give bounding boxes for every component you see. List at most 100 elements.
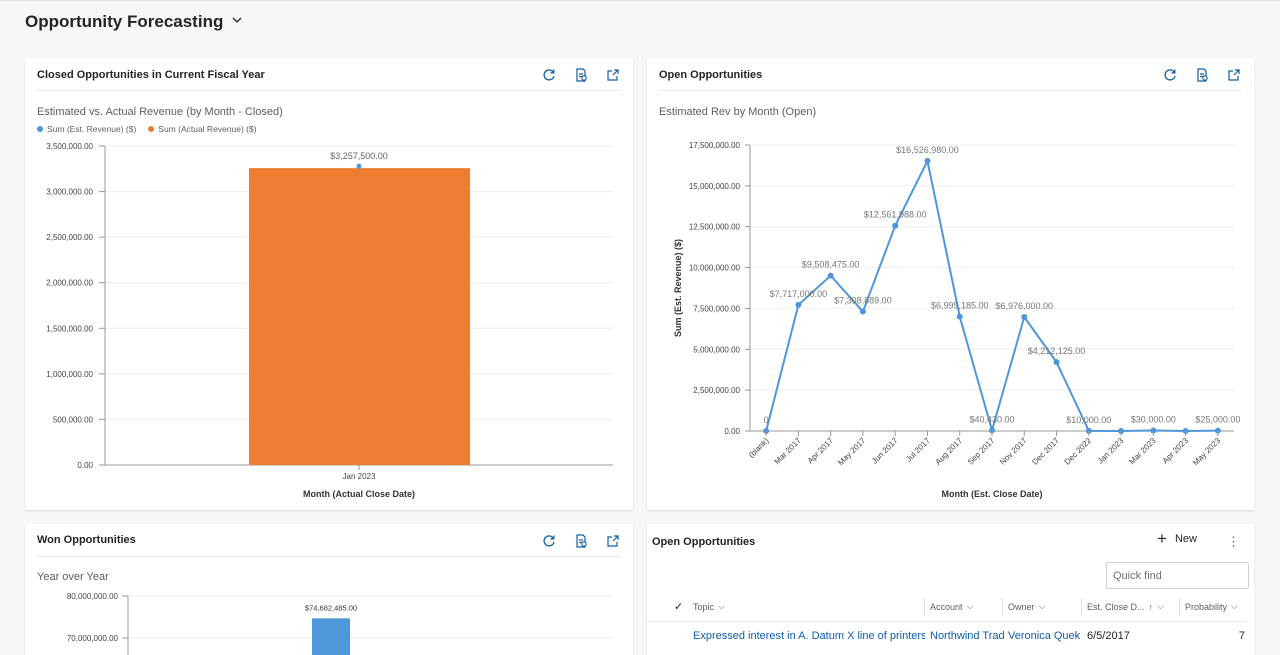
- card-header: Won Opportunities: [37, 524, 621, 557]
- data-point: [924, 157, 931, 164]
- y-tick-label: 0.00: [724, 427, 740, 436]
- data-label: $7,717,000.00: [770, 289, 828, 299]
- legend-item-actual-revenue[interactable]: Sum (Actual Revenue) ($): [148, 124, 257, 134]
- sort-ascending-icon: ↑: [1148, 601, 1154, 612]
- data-point: [827, 272, 834, 279]
- more-options-icon[interactable]: ⋮: [1227, 534, 1240, 549]
- data-label: $7,308,889.00: [834, 296, 892, 306]
- data-point: [892, 222, 899, 229]
- chevron-down-icon: ⌵: [1157, 601, 1164, 611]
- column-label: Owner: [1008, 601, 1035, 612]
- x-tick-label: Aug 2017: [934, 436, 965, 467]
- quick-find-input[interactable]: [1106, 562, 1249, 589]
- x-tick-label: May 2017: [836, 436, 868, 468]
- point-est-revenue: [356, 163, 362, 169]
- chevron-down-icon: ⌵: [966, 601, 974, 611]
- data-label: $16,526,980.00: [896, 145, 959, 155]
- view-records-icon[interactable]: [573, 67, 589, 83]
- won-yoy-chart: 80,000,000.00 70,000,000.00 $74,682,485.00: [67, 592, 613, 655]
- data-point: [989, 427, 995, 434]
- legend-label: Sum (Actual Revenue) ($): [158, 124, 257, 134]
- legend-dot: [148, 126, 155, 132]
- open-revenue-chart: 0.00 2,500,000.00 5,000,000.00 7,500,000.00…: [673, 141, 1240, 499]
- y-tick-label: 12,500,000.00: [689, 223, 741, 232]
- y-axis-title: Sum (Est. Revenue) ($): [673, 239, 683, 337]
- expand-icon[interactable]: [1226, 67, 1242, 83]
- column-divider[interactable]: [1081, 598, 1082, 616]
- y-tick-label: 2,500,000.00: [46, 233, 93, 242]
- column-divider[interactable]: [924, 598, 925, 616]
- account-link[interactable]: Northwind Traders: [930, 630, 1004, 642]
- card-title: Won Opportunities: [37, 534, 136, 546]
- column-header-close-date[interactable]: Est. Close D... ↑ ⌵: [1087, 601, 1164, 612]
- grid-title: Open Opportunities: [652, 536, 756, 548]
- refresh-icon[interactable]: [1162, 67, 1178, 83]
- chart-subtitle: Estimated vs. Actual Revenue (by Month -…: [37, 106, 283, 118]
- y-tick-label: 5,000,000.00: [693, 345, 740, 354]
- expand-icon[interactable]: [605, 67, 621, 83]
- refresh-icon[interactable]: [541, 533, 557, 549]
- new-record-button[interactable]: + New: [1157, 530, 1197, 547]
- data-label: $3,257,500.00: [330, 151, 388, 161]
- chart-subtitle: Estimated Rev by Month (Open): [659, 106, 817, 118]
- data-label: 0: [764, 415, 769, 425]
- data-label: $10,000.00: [1066, 415, 1111, 425]
- y-tick-label: 15,000,000.00: [689, 182, 741, 191]
- chevron-down-icon: ⌵: [1038, 601, 1046, 611]
- card-title: Closed Opportunities in Current Fiscal Y…: [37, 69, 265, 81]
- data-label: $9,508,475.00: [802, 260, 860, 270]
- column-header-account[interactable]: Account ⌵: [930, 601, 973, 612]
- y-tick-label: 7,500,000.00: [693, 304, 740, 313]
- grid-column-headers: ✓ Topic ⌵ Account ⌵ Owner ⌵ Est. Close D...…: [647, 598, 1247, 618]
- y-tick-label: 3,000,000.00: [46, 188, 93, 197]
- column-divider[interactable]: [1179, 598, 1180, 616]
- x-tick-label: Mar 2023: [1127, 436, 1158, 467]
- legend-item-est-revenue[interactable]: Sum (Est. Revenue) ($): [37, 124, 136, 134]
- x-tick-label: Dec 2017: [1030, 436, 1061, 467]
- y-tick-label: 1,500,000.00: [46, 324, 93, 333]
- owner-link[interactable]: Veronica Quek: [1008, 630, 1081, 642]
- refresh-icon[interactable]: [541, 67, 557, 83]
- data-label: $74,682,485.00: [305, 603, 357, 612]
- data-point: [1021, 313, 1028, 320]
- expand-icon[interactable]: [605, 533, 621, 549]
- y-tick-label: 1,000,000.00: [46, 370, 93, 379]
- y-tick-label: 10,000,000.00: [689, 264, 741, 273]
- dashboard-selector[interactable]: Opportunity Forecasting: [25, 12, 243, 32]
- data-point: [1053, 359, 1060, 366]
- open-opportunities-grid-card: Open Opportunities + New ⋮ ✓ Topic⌵ Acco…: [647, 524, 1254, 655]
- column-header-topic[interactable]: Topic ⌵: [693, 601, 725, 612]
- x-tick-label: Jun 2017: [870, 436, 900, 466]
- x-tick-label: Mar 2017: [773, 436, 804, 467]
- column-header-probability[interactable]: Probability ⌵: [1185, 601, 1238, 612]
- view-records-icon[interactable]: [1194, 67, 1210, 83]
- x-axis-title: Month (Est. Close Date): [941, 489, 1042, 499]
- chart-subtitle: Year over Year: [37, 571, 109, 583]
- column-label: Topic: [693, 601, 715, 612]
- topic-link[interactable]: Expressed interest in A. Datum X line of…: [693, 630, 925, 642]
- data-point: [1150, 427, 1157, 434]
- view-records-icon[interactable]: [573, 533, 589, 549]
- legend-label: Sum (Est. Revenue) ($): [47, 124, 137, 134]
- column-label: Account: [930, 601, 963, 612]
- data-label: $30,000.00: [1131, 415, 1176, 425]
- closed-opportunities-card: Closed Opportunities in Current Fiscal Y…: [25, 58, 633, 510]
- y-tick-label: 0.00: [77, 461, 93, 470]
- column-header-owner[interactable]: Owner ⌵: [1008, 601, 1045, 612]
- select-all-checkmark-icon[interactable]: ✓: [674, 601, 684, 613]
- bar-won-revenue: [312, 618, 350, 655]
- x-tick-label: Sep 2017: [966, 436, 997, 467]
- x-tick-label: Dec 2022: [1063, 436, 1094, 467]
- card-header: Closed Opportunities in Current Fiscal Y…: [37, 58, 621, 91]
- chart-legend: Sum (Est. Revenue) ($) Sum (Actual Reven…: [37, 124, 257, 134]
- x-tick-label: (blank): [747, 436, 771, 460]
- top-divider: [0, 0, 1280, 1]
- table-row[interactable]: Expressed interest in A. Datum X line of…: [647, 630, 1247, 648]
- x-axis-title: Month (Actual Close Date): [303, 489, 415, 499]
- column-divider[interactable]: [1002, 598, 1003, 616]
- data-label: $40,430.00: [969, 414, 1014, 424]
- x-tick-label: Jan 2023: [1096, 436, 1126, 466]
- x-tick-label: Jan 2023: [343, 472, 376, 481]
- y-tick-label: 2,500,000.00: [693, 386, 740, 395]
- y-tick-label: 3,500,000.00: [46, 142, 93, 151]
